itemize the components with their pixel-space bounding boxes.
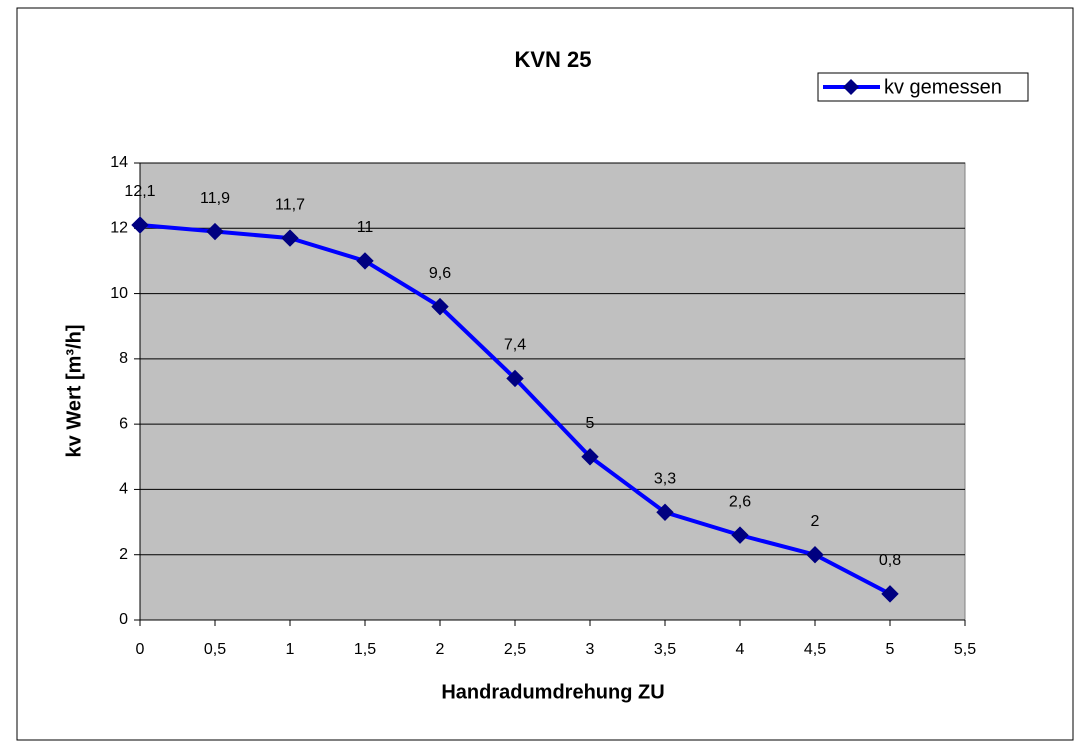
point-marker <box>281 229 299 247</box>
legend-marker <box>843 79 859 95</box>
legend-label: kv gemessen <box>884 76 1002 98</box>
y-tick-label: 14 <box>110 154 128 171</box>
point-marker <box>356 252 374 270</box>
x-tick-label: 0 <box>136 641 145 658</box>
data-label: 7,4 <box>504 337 526 354</box>
plot-area <box>139 162 966 621</box>
x-tick-label: 3,5 <box>654 641 676 658</box>
x-tick-label: 0,5 <box>204 641 226 658</box>
point-marker <box>731 526 749 544</box>
point-marker <box>131 216 149 234</box>
data-label: 11,7 <box>275 196 305 213</box>
data-label: 0,8 <box>879 552 901 569</box>
x-tick-label: 3 <box>586 641 595 658</box>
data-label: 11 <box>357 219 374 236</box>
y-tick-label: 12 <box>110 220 128 237</box>
point-marker <box>206 222 224 241</box>
x-tick-label: 2 <box>436 641 445 658</box>
point-marker <box>506 369 524 388</box>
point-marker <box>806 546 824 564</box>
x-axis-title: Handradumdrehung ZU <box>441 681 664 703</box>
data-label: 5 <box>586 415 595 432</box>
point-marker <box>656 503 674 521</box>
y-tick-label: 6 <box>119 415 128 432</box>
x-tick-label: 2,5 <box>504 641 526 658</box>
y-axis-title: kv Wert [m³/h] <box>63 325 85 458</box>
point-marker <box>431 297 449 316</box>
point-marker <box>581 448 599 466</box>
x-tick-label: 1 <box>286 641 295 658</box>
x-tick-label: 4 <box>736 641 745 658</box>
data-label: 2 <box>811 513 820 530</box>
data-label: 2,6 <box>729 493 751 510</box>
y-tick-label: 4 <box>119 481 128 498</box>
x-tick-label: 1,5 <box>354 641 376 658</box>
y-tick-label: 2 <box>119 546 128 563</box>
x-tick-label: 5,5 <box>954 641 976 658</box>
x-tick-label: 4,5 <box>804 641 826 658</box>
data-label: 12,1 <box>124 183 155 200</box>
y-tick-label: 0 <box>119 611 128 628</box>
x-tick-label: 5 <box>886 641 895 658</box>
y-tick-label: 10 <box>110 285 128 302</box>
y-tick-label: 8 <box>119 350 128 367</box>
chart-title: KVN 25 <box>514 47 591 72</box>
data-label: 3,3 <box>654 470 676 487</box>
point-marker <box>881 585 899 603</box>
data-label: 9,6 <box>429 265 451 282</box>
data-label: 11,9 <box>200 190 230 207</box>
